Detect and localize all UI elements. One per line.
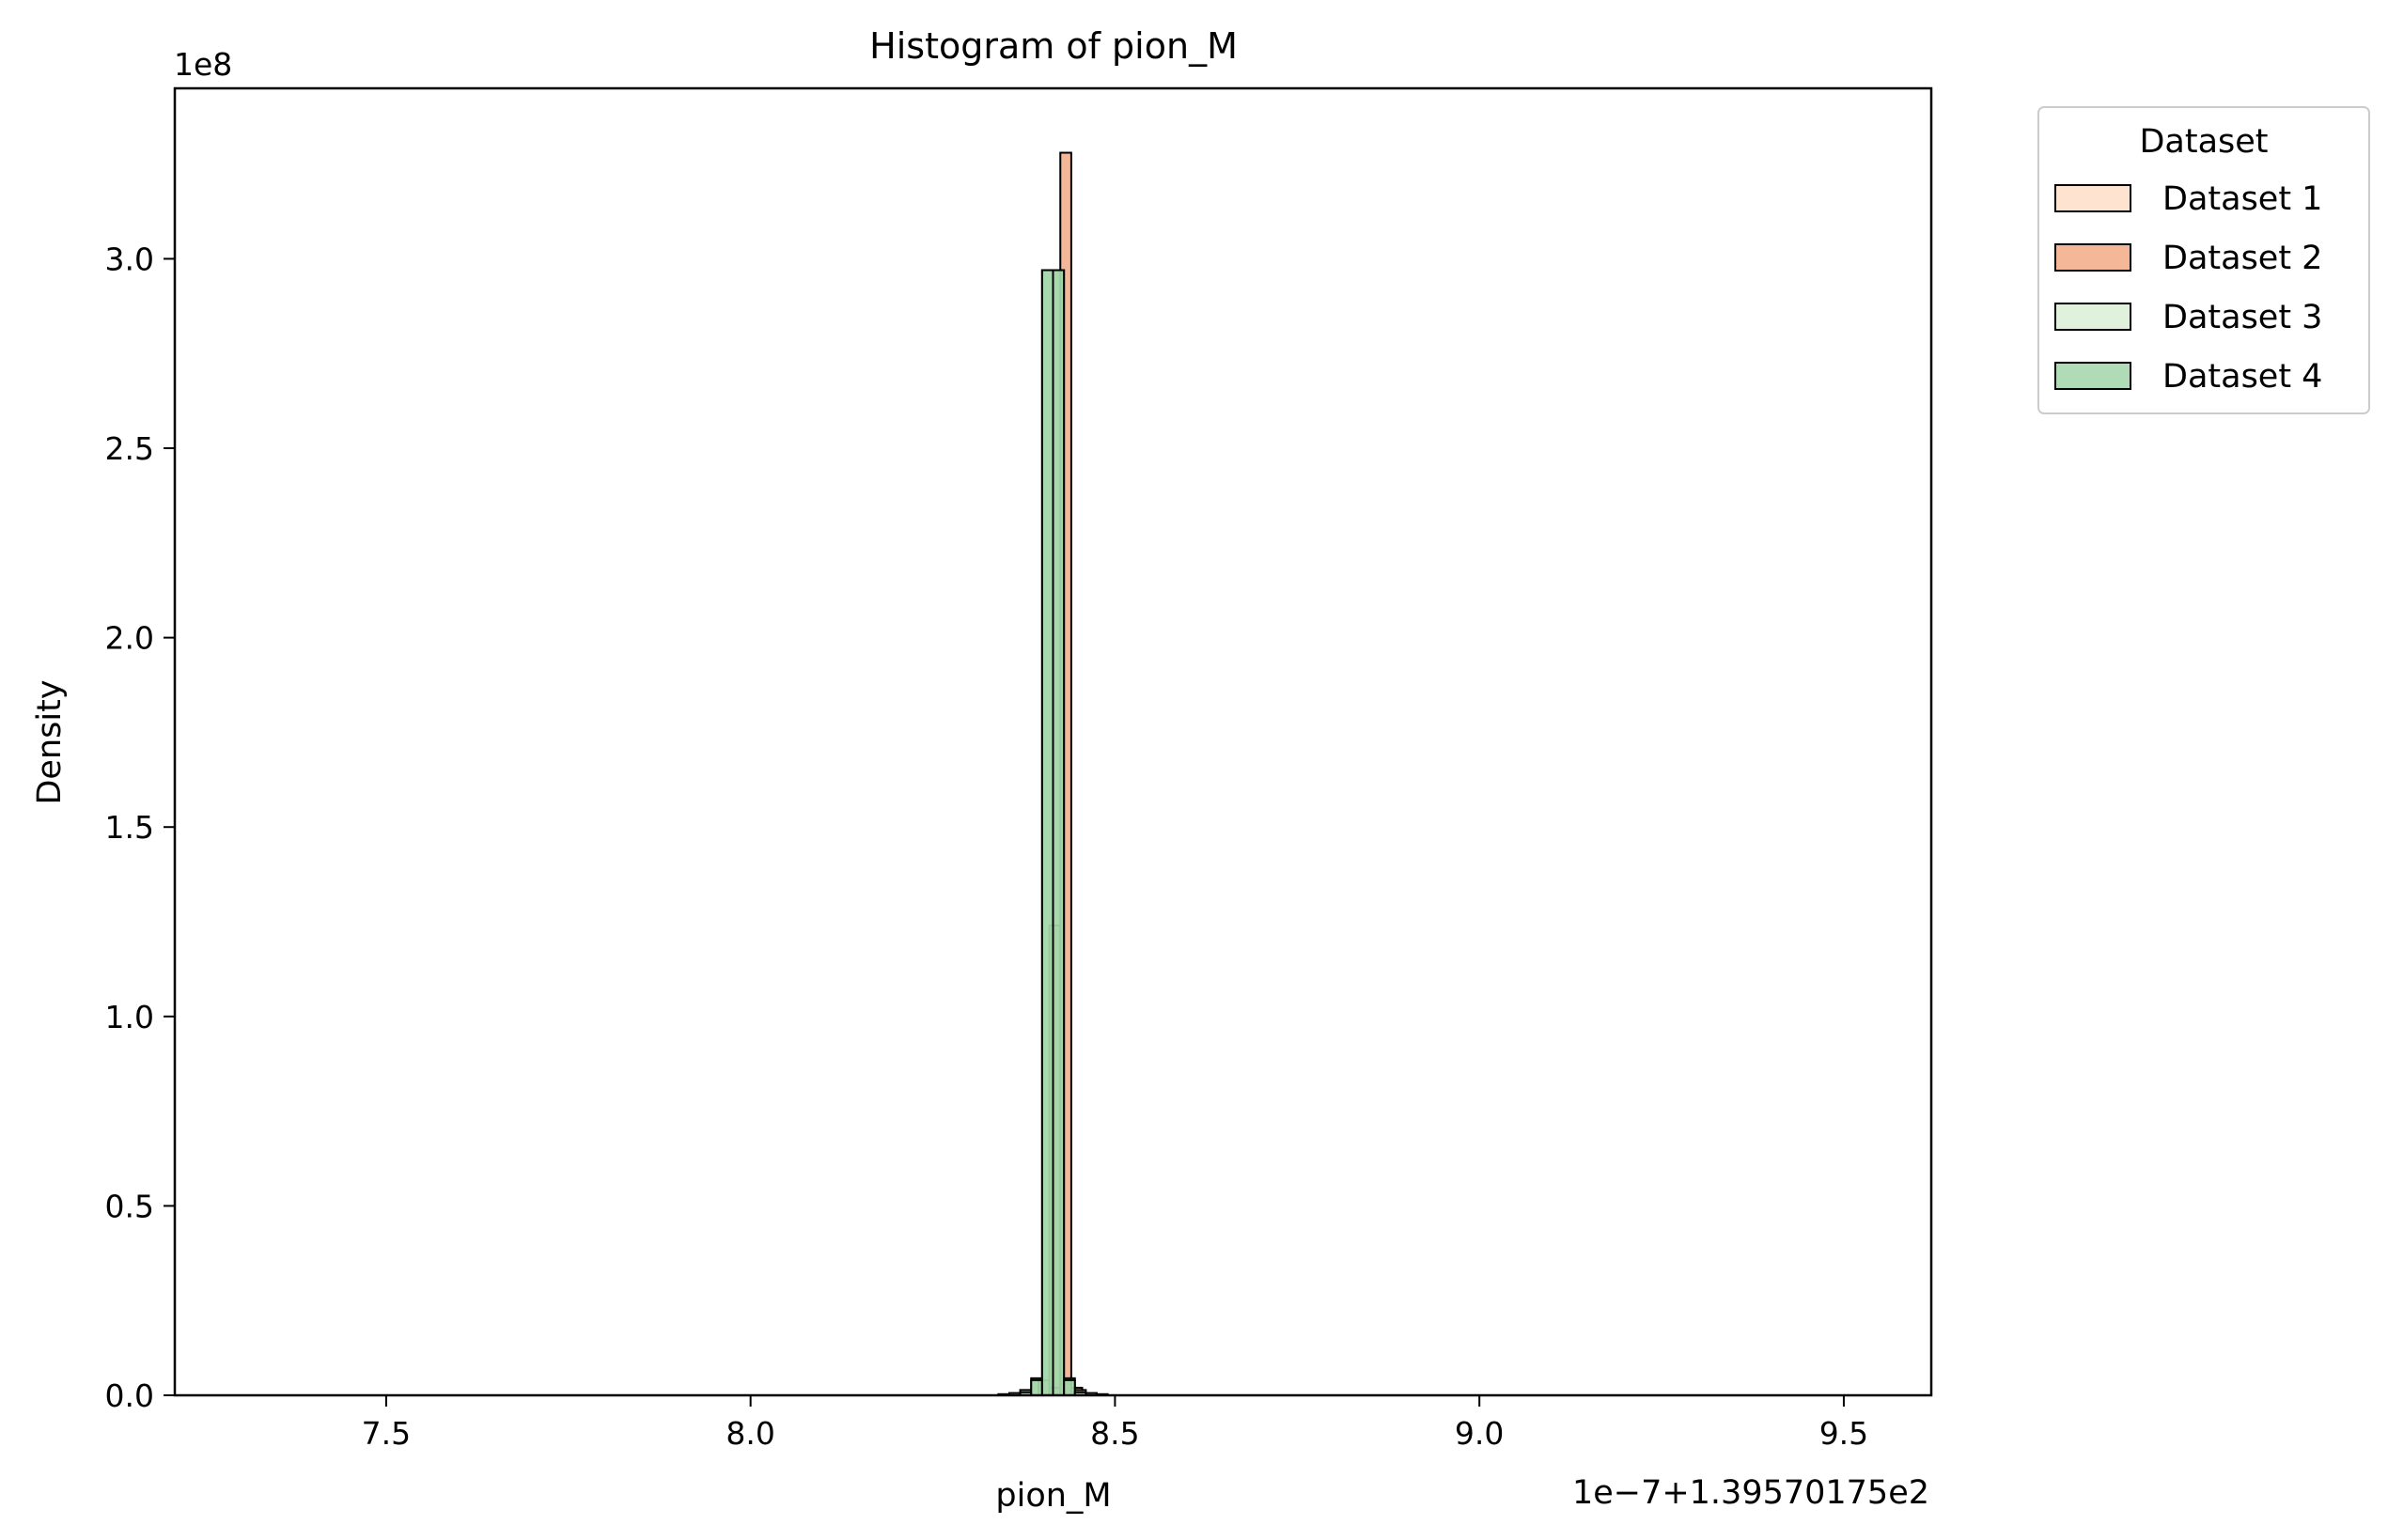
legend-frame bbox=[2037, 106, 2370, 414]
legend-label: Dataset 3 bbox=[2162, 299, 2322, 336]
y-tick-label: 1.5 bbox=[105, 809, 154, 846]
bar-dataset-4-1 bbox=[1030, 1378, 1043, 1396]
legend-swatch-dataset-2 bbox=[2054, 243, 2131, 272]
x-axis-offset-label: 1e−7+1.39570175e2 bbox=[1572, 1474, 1929, 1512]
x-axis-label: pion_M bbox=[995, 1477, 1111, 1515]
x-tick-label: 7.5 bbox=[362, 1415, 411, 1452]
x-tick-label: 9.5 bbox=[1819, 1415, 1868, 1452]
y-tick-label: 0.0 bbox=[105, 1377, 154, 1414]
bar-dataset-4-4 bbox=[1063, 1378, 1076, 1396]
legend-title: Dataset bbox=[2139, 123, 2268, 161]
plot-frame bbox=[173, 86, 1933, 1397]
x-axis-ticks: 7.5 8.0 8.5 9.0 9.5 bbox=[362, 1395, 1868, 1452]
y-tick-label: 0.5 bbox=[105, 1188, 154, 1224]
legend-swatch-dataset-3 bbox=[2054, 303, 2131, 331]
x-tick-label: 8.0 bbox=[726, 1415, 774, 1452]
y-tick-label: 2.5 bbox=[105, 430, 154, 467]
legend-items: Dataset 1 Dataset 2 Dataset 3 Dataset 4 bbox=[2054, 180, 2322, 396]
x-tick-label: 8.5 bbox=[1090, 1415, 1139, 1452]
histogram-bars bbox=[997, 151, 1109, 1397]
legend-swatch-dataset-4 bbox=[2054, 362, 2131, 390]
y-axis-scale-label: 1e8 bbox=[174, 46, 232, 83]
legend-label: Dataset 2 bbox=[2162, 240, 2322, 277]
bar-dataset-4-3 bbox=[1052, 269, 1066, 1397]
chart-title: Histogram of pion_M bbox=[869, 25, 1238, 67]
x-tick-label: 9.0 bbox=[1455, 1415, 1504, 1452]
legend-label: Dataset 1 bbox=[2162, 180, 2322, 218]
legend-swatch-dataset-1 bbox=[2054, 184, 2131, 212]
y-axis-ticks: 0.0 0.5 1.0 1.5 2.0 2.5 3.0 bbox=[105, 241, 175, 1414]
y-tick-label: 2.0 bbox=[105, 620, 154, 657]
y-tick-label: 3.0 bbox=[105, 241, 154, 277]
y-tick-label: 1.0 bbox=[105, 999, 154, 1035]
y-axis-label: Density bbox=[31, 679, 69, 804]
legend-label: Dataset 4 bbox=[2162, 358, 2322, 396]
bar-dataset-4-2 bbox=[1040, 269, 1054, 1397]
